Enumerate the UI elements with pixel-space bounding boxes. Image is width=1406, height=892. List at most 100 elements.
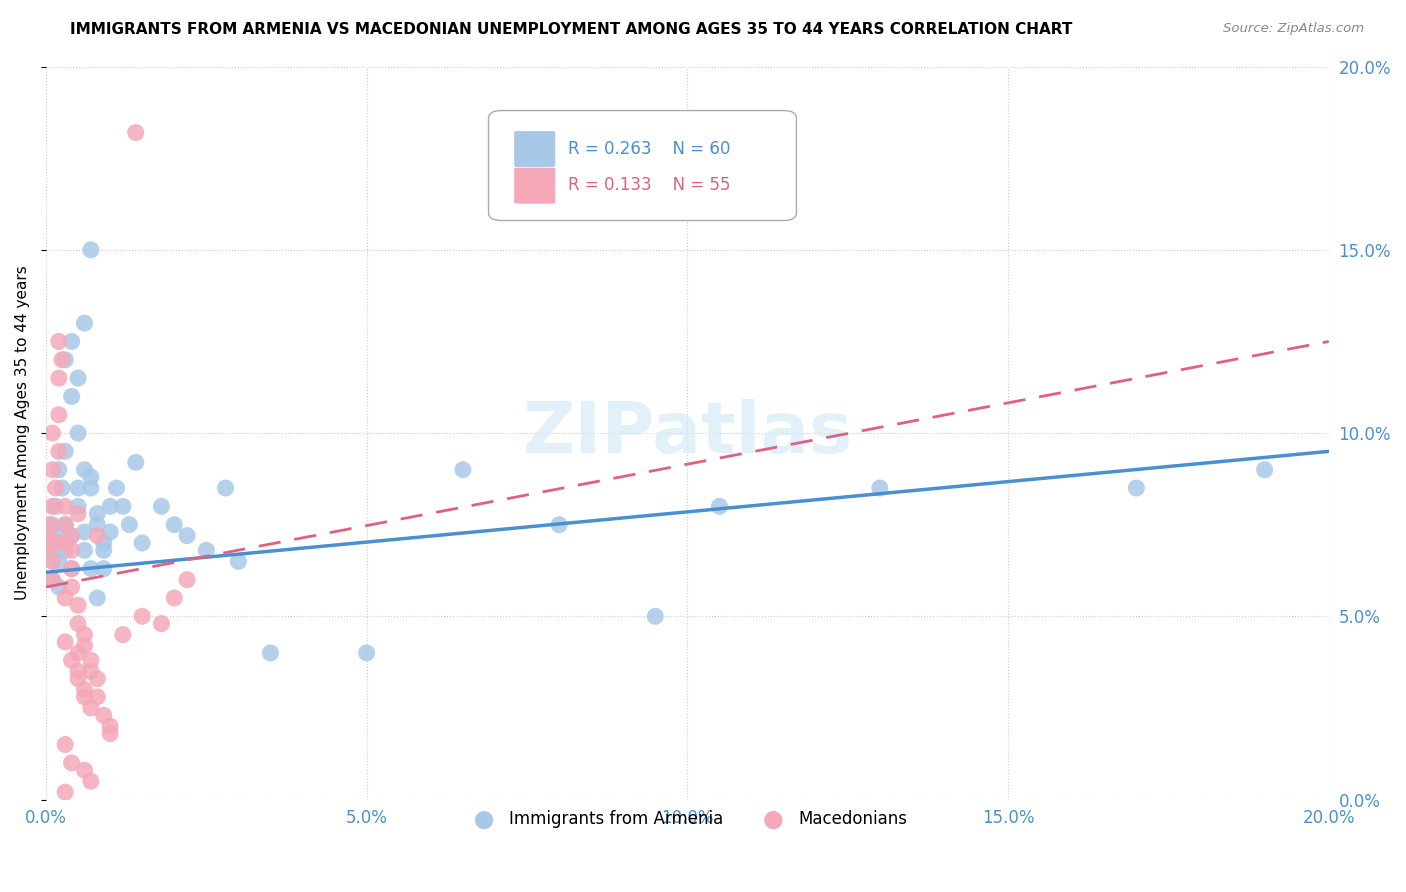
Point — [73, 682, 96, 697]
Point — [41, 500, 63, 514]
Point — [80, 653, 103, 667]
Point — [41, 573, 63, 587]
Point — [176, 529, 198, 543]
Point — [150, 500, 173, 514]
Point — [93, 562, 115, 576]
Text: Source: ZipAtlas.com: Source: ZipAtlas.com — [1223, 22, 1364, 36]
Point — [38, 529, 60, 543]
Point — [60, 543, 83, 558]
Point — [73, 543, 96, 558]
Point — [125, 455, 148, 469]
Point — [98, 719, 121, 733]
Point — [53, 352, 76, 367]
Point — [118, 517, 141, 532]
Point — [38, 529, 60, 543]
Point — [548, 517, 571, 532]
Point — [125, 126, 148, 140]
Point — [53, 738, 76, 752]
Point — [37, 543, 59, 558]
Point — [67, 425, 90, 440]
Text: ZIPatlas: ZIPatlas — [522, 399, 852, 467]
Point — [67, 481, 90, 495]
Point — [150, 616, 173, 631]
Point — [1253, 463, 1275, 477]
Point — [48, 554, 70, 568]
Point — [1125, 481, 1147, 495]
Point — [53, 444, 76, 458]
Point — [41, 517, 63, 532]
Point — [60, 562, 83, 576]
Point — [163, 591, 186, 605]
Point — [131, 609, 153, 624]
Point — [356, 646, 378, 660]
Point — [73, 763, 96, 777]
FancyBboxPatch shape — [515, 168, 555, 203]
Point — [60, 580, 83, 594]
Point — [80, 562, 103, 576]
Point — [45, 481, 67, 495]
Point — [53, 591, 76, 605]
Point — [41, 463, 63, 477]
Point — [93, 708, 115, 723]
Text: R = 0.133    N = 55: R = 0.133 N = 55 — [568, 177, 731, 194]
Point — [41, 543, 63, 558]
Point — [67, 672, 90, 686]
Point — [60, 653, 83, 667]
Point — [48, 580, 70, 594]
Point — [80, 470, 103, 484]
Point — [60, 529, 83, 543]
Point — [73, 463, 96, 477]
Point — [48, 444, 70, 458]
Point — [80, 774, 103, 789]
Point — [67, 500, 90, 514]
Point — [131, 536, 153, 550]
Point — [60, 756, 83, 770]
Point — [41, 573, 63, 587]
Point — [709, 500, 731, 514]
Point — [86, 529, 108, 543]
Point — [67, 616, 90, 631]
Point — [195, 543, 218, 558]
Point — [80, 665, 103, 679]
Point — [60, 389, 83, 403]
Point — [53, 635, 76, 649]
Point — [869, 481, 891, 495]
Point — [60, 529, 83, 543]
Point — [67, 507, 90, 521]
Point — [48, 371, 70, 385]
Point — [51, 352, 73, 367]
Point — [53, 517, 76, 532]
Text: IMMIGRANTS FROM ARMENIA VS MACEDONIAN UNEMPLOYMENT AMONG AGES 35 TO 44 YEARS COR: IMMIGRANTS FROM ARMENIA VS MACEDONIAN UN… — [70, 22, 1073, 37]
Point — [67, 646, 90, 660]
FancyBboxPatch shape — [515, 131, 555, 167]
Point — [163, 517, 186, 532]
Point — [41, 425, 63, 440]
Point — [48, 536, 70, 550]
Point — [48, 408, 70, 422]
Point — [176, 573, 198, 587]
Point — [93, 543, 115, 558]
FancyBboxPatch shape — [488, 111, 796, 220]
Point — [98, 500, 121, 514]
Point — [45, 536, 67, 550]
Point — [644, 609, 666, 624]
Point — [86, 591, 108, 605]
Point — [67, 599, 90, 613]
Point — [38, 517, 60, 532]
Point — [73, 524, 96, 539]
Point — [105, 481, 128, 495]
Point — [53, 517, 76, 532]
Point — [111, 627, 134, 641]
Point — [73, 690, 96, 704]
Point — [98, 726, 121, 740]
Point — [60, 562, 83, 576]
Point — [60, 334, 83, 349]
Point — [53, 543, 76, 558]
Point — [53, 536, 76, 550]
Point — [80, 481, 103, 495]
Point — [41, 554, 63, 568]
Text: R = 0.263    N = 60: R = 0.263 N = 60 — [568, 140, 731, 158]
Point — [86, 672, 108, 686]
Point — [228, 554, 250, 568]
Point — [53, 500, 76, 514]
